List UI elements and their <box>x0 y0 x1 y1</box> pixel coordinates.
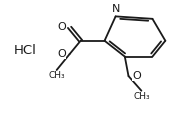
Text: HCl: HCl <box>14 44 37 57</box>
Text: O: O <box>57 49 66 59</box>
Text: N: N <box>111 4 120 14</box>
Text: O: O <box>132 71 141 81</box>
Text: CH₃: CH₃ <box>133 92 150 101</box>
Text: CH₃: CH₃ <box>48 71 65 80</box>
Text: O: O <box>57 22 66 32</box>
